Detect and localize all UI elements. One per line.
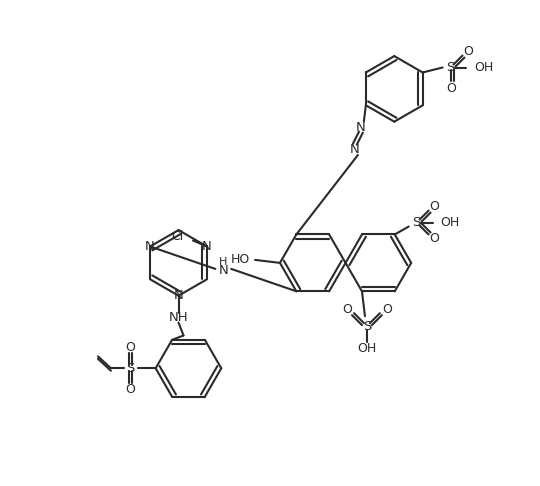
Text: N: N [350, 142, 360, 156]
Text: H: H [219, 257, 227, 267]
Text: Cl: Cl [171, 230, 183, 243]
Text: N: N [356, 121, 366, 134]
Text: S: S [447, 61, 455, 74]
Text: O: O [125, 382, 135, 396]
Text: O: O [430, 200, 440, 213]
Text: S: S [413, 216, 421, 229]
Text: N: N [218, 264, 228, 278]
Text: O: O [430, 232, 440, 245]
Text: S: S [126, 362, 135, 375]
Text: OH: OH [357, 343, 376, 355]
Text: O: O [447, 82, 456, 95]
Text: S: S [363, 320, 371, 332]
Text: OH: OH [475, 61, 494, 74]
Text: OH: OH [441, 216, 460, 229]
Text: O: O [342, 303, 352, 316]
Text: HO: HO [231, 253, 250, 266]
Text: N: N [174, 289, 184, 302]
Text: O: O [125, 341, 135, 354]
Text: NH: NH [168, 311, 188, 324]
Text: N: N [202, 240, 212, 253]
Text: N: N [145, 240, 155, 253]
Text: O: O [463, 45, 474, 58]
Text: O: O [382, 303, 392, 316]
